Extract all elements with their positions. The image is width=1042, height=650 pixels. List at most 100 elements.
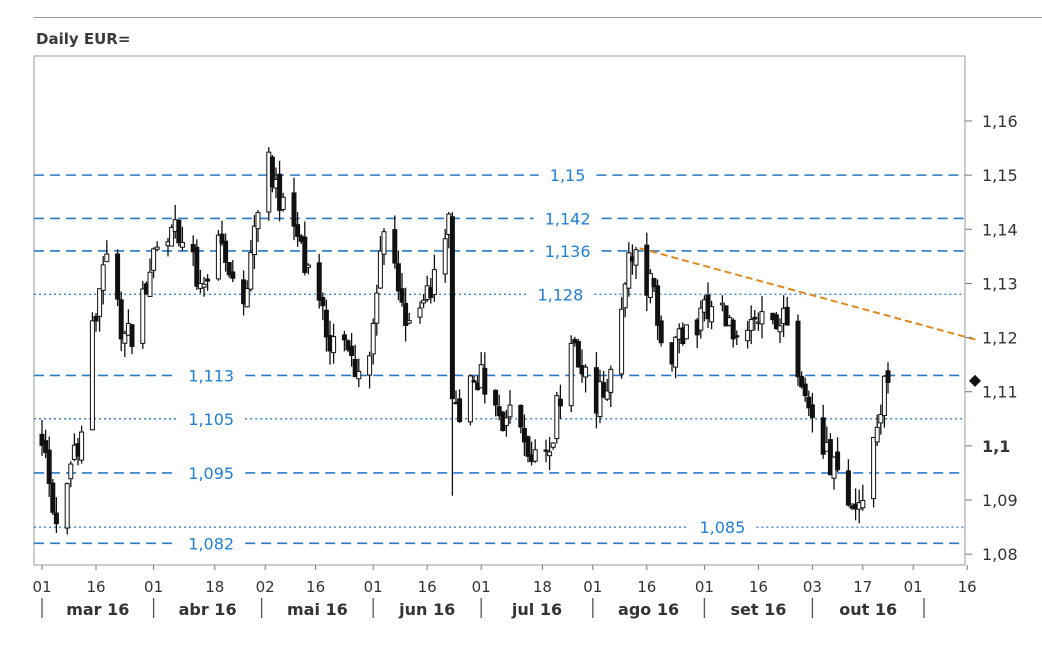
candle-body-109 (431, 269, 437, 295)
candle-body-200 (759, 311, 765, 325)
level-label-8: 1,082 (188, 534, 234, 553)
candle-body-23 (122, 332, 128, 344)
candle-body-130 (507, 404, 513, 418)
candle-body-183 (698, 307, 704, 331)
candle-body-197 (748, 319, 754, 331)
y-tick-label-0: 1,16 (982, 112, 1018, 131)
candle-body-74 (305, 264, 311, 268)
candle-body-204 (773, 314, 779, 330)
x-tick-label-16: 01 (904, 578, 923, 596)
candle-body-228 (860, 499, 866, 509)
candle-body-78 (320, 297, 326, 307)
candle-body-17 (100, 264, 106, 291)
candle-body-8 (68, 463, 74, 480)
candle-body-157 (604, 390, 610, 400)
level-label-3: 1,128 (537, 285, 583, 304)
y-tick-label-4: 1,12 (982, 329, 1018, 348)
x-tick-label-10: 01 (583, 578, 602, 596)
candle-body-31 (151, 248, 157, 271)
candle-body-7 (64, 483, 70, 529)
candle-body-149 (575, 341, 581, 368)
x-tick-label-4: 02 (256, 578, 275, 596)
candle-body-179 (683, 324, 689, 340)
candle-body-50 (219, 233, 225, 244)
level-label-7: 1,085 (699, 518, 745, 537)
candle-body-137 (532, 449, 538, 462)
candle-body-134 (521, 427, 527, 443)
candle-body-119 (467, 375, 473, 423)
candle-body-142 (550, 442, 556, 448)
candle-body-189 (719, 302, 725, 306)
level-label-2: 1,136 (545, 242, 591, 261)
candle-body-43 (194, 246, 200, 287)
candle-body-186 (709, 306, 715, 323)
candle-body-36 (169, 226, 175, 247)
candle-body-16 (97, 288, 103, 317)
x-tick-label-7: 16 (418, 578, 437, 596)
candle-body-161 (619, 308, 625, 375)
month-label-0: mar 16 (66, 600, 129, 619)
candle-body-168 (644, 244, 650, 296)
candle-body-129 (503, 417, 509, 426)
candle-body-210 (795, 320, 801, 378)
candle-body-58 (248, 252, 254, 290)
candle-body-11 (79, 431, 85, 461)
candle-body-45 (201, 283, 207, 288)
candle-body-212 (802, 383, 808, 397)
level-label-0: 1,15 (550, 166, 586, 185)
level-label-1: 1,142 (545, 209, 591, 228)
x-tick-label-6: 01 (364, 578, 383, 596)
candle-body-67 (280, 196, 286, 210)
x-tick-label-8: 01 (472, 578, 491, 596)
level-label-5: 1,105 (188, 410, 234, 429)
top-border (34, 17, 1042, 18)
candle-body-52 (226, 262, 232, 276)
candle-body-93 (374, 292, 380, 324)
candle-body-120 (471, 380, 477, 383)
candle-body-116 (457, 398, 463, 423)
candle-body-217 (820, 417, 826, 455)
x-tick-label-5: 16 (306, 578, 325, 596)
candle-body-60 (255, 212, 261, 230)
chart-title: Daily EUR= (36, 30, 131, 48)
candle-body-0 (39, 433, 45, 446)
candle-body-114 (449, 216, 455, 400)
candle-body-232 (874, 426, 880, 443)
x-tick-label-0: 01 (32, 578, 51, 596)
candle-body-70 (291, 192, 297, 227)
x-tick-label-14: 03 (803, 578, 822, 596)
candle-body-51 (223, 240, 229, 263)
x-tick-label-15: 17 (853, 578, 872, 596)
candle-body-101 (403, 302, 409, 326)
candle-body-141 (547, 451, 553, 457)
candle-body-81 (331, 336, 337, 354)
x-tick-label-1: 16 (86, 578, 105, 596)
x-tick-label-2: 01 (144, 578, 163, 596)
candle-body-224 (845, 470, 851, 506)
month-label-7: out 16 (839, 600, 897, 619)
candle-body-32 (154, 246, 160, 250)
candle-body-155 (597, 381, 603, 418)
candle-body-102 (406, 320, 412, 324)
candle-body-170 (651, 278, 657, 288)
candle-body-196 (745, 329, 751, 342)
x-tick-label-13: 16 (749, 578, 768, 596)
candle-body-172 (658, 320, 664, 344)
candle-body-233 (878, 413, 884, 424)
candle-body-85 (345, 340, 351, 351)
candle-body-92 (370, 322, 376, 355)
trendline (639, 247, 979, 342)
last-value-layer (969, 374, 981, 387)
y-axis: 1,16 1,15 1,14 1,13 1,12 1,11 1,1 1,09 1,08 (965, 112, 1018, 564)
candle-body-112 (442, 238, 448, 275)
month-label-3: jun 16 (398, 600, 455, 619)
candle-body-73 (302, 236, 308, 273)
candle-body-64 (269, 156, 275, 188)
candle-body-190 (723, 305, 729, 327)
candle-body-176 (673, 336, 679, 368)
y-tick-label-8: 1,08 (982, 545, 1018, 564)
candle-body-79 (323, 309, 329, 338)
support-resistance-levels: 1,15 1,142 1,136 1,128 1,113 1,105 1,095 1,085 1… (34, 166, 965, 553)
month-label-6: set 16 (730, 600, 786, 619)
level-label-6: 1,095 (188, 464, 234, 483)
